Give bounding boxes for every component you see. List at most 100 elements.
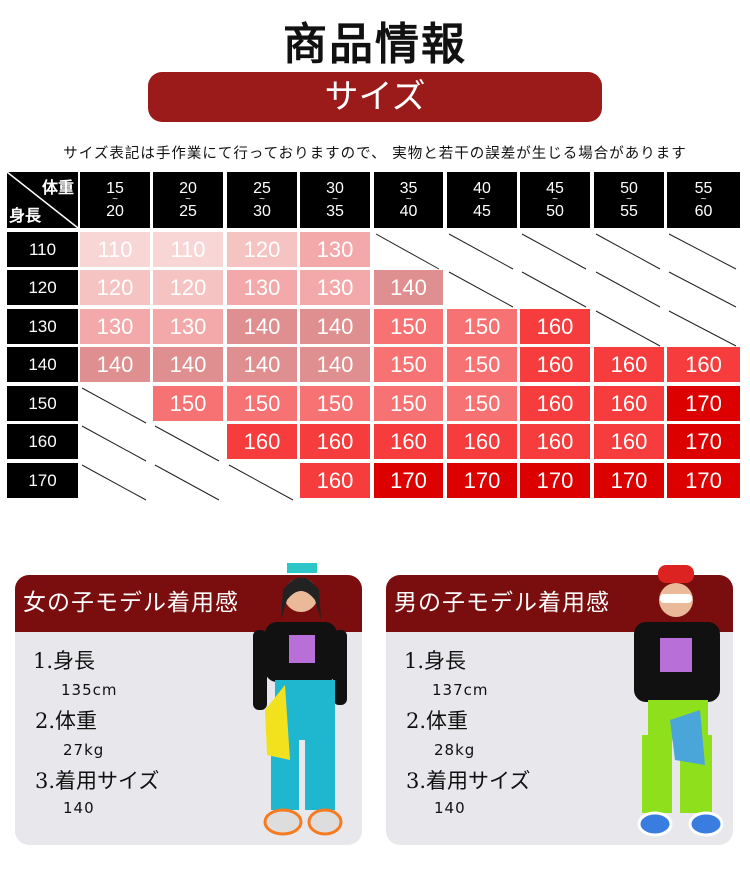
size-value: 130: [96, 313, 134, 339]
weight-max: 45: [473, 203, 491, 220]
weight-label: 体重: [41, 180, 74, 197]
tilde: ~: [332, 194, 338, 205]
size-value: 120: [169, 274, 207, 300]
size-value: 150: [390, 313, 427, 339]
size-value: 170: [390, 467, 427, 493]
size-cell: 170: [667, 424, 740, 459]
size-cell: 120: [153, 270, 223, 305]
empty-cell: [228, 464, 294, 501]
size-value: 160: [536, 351, 574, 377]
height-value: 130: [28, 316, 57, 336]
size-cell: 160: [300, 424, 370, 459]
size-cell: 110: [80, 232, 150, 267]
size-cell: 120: [227, 232, 297, 267]
size-value: 150: [390, 390, 427, 416]
weight-max: 60: [694, 203, 713, 220]
height-header: 150: [7, 386, 78, 421]
tilde: ~: [626, 194, 632, 205]
size-value: 160: [610, 351, 648, 377]
girl-weight-label: 2.体重: [35, 709, 98, 733]
size-value: 120: [243, 236, 281, 262]
size-value: 160: [463, 428, 501, 454]
height-header: 130: [7, 309, 78, 344]
empty-cell: [375, 233, 440, 270]
size-value: 160: [243, 428, 281, 454]
empty-cell: [81, 387, 147, 424]
weight-max: 35: [326, 203, 344, 220]
tilde: ~: [259, 194, 265, 205]
weight-header: 35 ~40: [374, 172, 443, 228]
corner-diagonal: [7, 172, 78, 228]
size-cell: 150: [447, 309, 517, 344]
tilde: ~: [700, 194, 707, 205]
size-value: 110: [97, 236, 133, 262]
size-value: 140: [316, 351, 354, 377]
weight-min: 35: [399, 180, 418, 197]
size-value: 160: [685, 351, 722, 377]
weight-header: 20 ~25: [153, 172, 223, 228]
weight-header: 25 ~30: [227, 172, 297, 228]
height-header: 170: [7, 463, 78, 498]
weight-max: 25: [179, 203, 197, 220]
size-cell: 140: [374, 270, 443, 305]
empty-cell: [521, 271, 587, 308]
weight-min: 15: [106, 180, 124, 197]
size-value: 150: [243, 390, 281, 416]
boy-size-value: 140: [434, 799, 466, 817]
size-cell: 170: [667, 463, 740, 498]
tilde: ~: [479, 194, 485, 205]
height-header: 120: [7, 270, 78, 305]
size-cell: 150: [300, 386, 370, 421]
size-cell: 130: [153, 309, 223, 344]
size-cell: 150: [153, 386, 223, 421]
boy-weight-label: 2.体重: [406, 709, 469, 733]
boy-height-label: 1.身長: [404, 649, 467, 673]
weight-min: 20: [179, 180, 197, 197]
weight-header: 30 ~35: [300, 172, 370, 228]
size-value: 170: [685, 428, 722, 454]
size-value: 150: [390, 351, 427, 377]
size-cell: 160: [447, 424, 517, 459]
height-value: 150: [28, 393, 57, 413]
tilde: ~: [112, 194, 118, 205]
page-title: 商品情報: [283, 19, 467, 70]
empty-cell: [521, 233, 587, 270]
size-value: 130: [169, 313, 207, 339]
boy-size-label: 3.着用サイズ: [406, 769, 531, 793]
size-value: 120: [96, 274, 134, 300]
size-value: 170: [536, 467, 574, 493]
size-cell: 140: [300, 309, 370, 344]
weight-header: 15 ~20: [80, 172, 150, 228]
size-value: 150: [463, 390, 501, 416]
girl-height-label: 1.身長: [33, 649, 96, 673]
empty-cell: [81, 425, 147, 462]
size-cell: 140: [227, 309, 297, 344]
size-cell: 170: [520, 463, 590, 498]
weight-min: 50: [620, 180, 638, 197]
empty-cell: [154, 464, 220, 501]
size-value: 130: [316, 274, 354, 300]
height-header: 110: [7, 232, 78, 267]
height-value: 160: [28, 431, 57, 451]
height-value: 170: [28, 470, 57, 490]
weight-min: 55: [694, 180, 713, 197]
weight-max: 30: [253, 203, 271, 220]
size-cell: 110: [153, 232, 223, 267]
size-cell: 160: [520, 386, 590, 421]
size-cell: 170: [374, 463, 443, 498]
weight-header: 55 ~60: [667, 172, 740, 228]
size-cell: 150: [374, 386, 443, 421]
size-value: 170: [463, 467, 501, 493]
size-value: 140: [243, 351, 281, 377]
weight-min: 25: [253, 180, 271, 197]
size-value: 160: [390, 428, 427, 454]
size-cell: 150: [447, 347, 517, 382]
girl-weight-value: 27kg: [63, 741, 105, 759]
size-cell: 160: [594, 347, 664, 382]
empty-cell: [668, 271, 737, 308]
size-value: 150: [169, 390, 207, 416]
size-value: 170: [685, 467, 722, 493]
weight-header: 50 ~55: [594, 172, 664, 228]
boy-height-value: 137cm: [432, 681, 489, 699]
empty-cell: [668, 233, 737, 270]
